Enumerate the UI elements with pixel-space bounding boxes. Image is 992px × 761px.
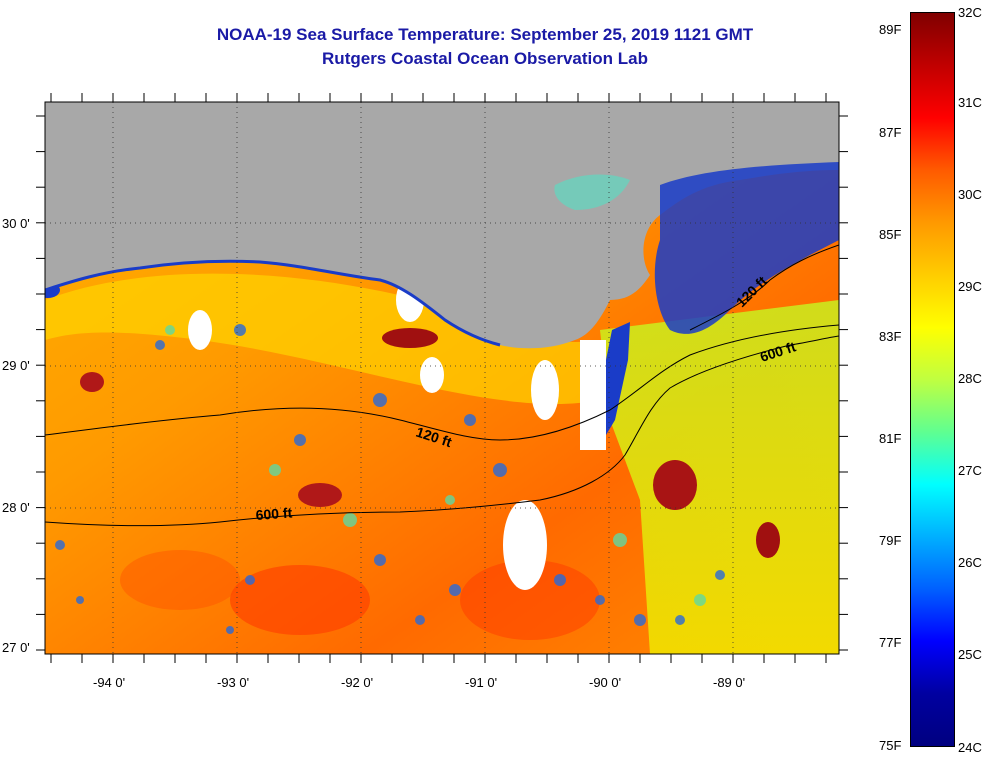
- hot-patch: [756, 522, 780, 558]
- y-axis-label: 29 0': [2, 358, 30, 373]
- marsh-cyan: [554, 174, 630, 210]
- y-axis-label: 28 0': [2, 500, 30, 515]
- colorbar-c-label: 24C: [958, 740, 982, 755]
- colorbar-f-label: 85F: [879, 227, 902, 242]
- y-axis-label: 27 0': [2, 640, 30, 655]
- colorbar-c-label: 32C: [958, 5, 982, 20]
- colorbar-f-label: 83F: [879, 329, 902, 344]
- cloud-patch: [420, 357, 444, 393]
- hot-patch: [230, 565, 370, 635]
- hot-patch: [653, 460, 697, 510]
- x-axis-label: -94 0': [93, 675, 126, 690]
- east-cool-water: [600, 300, 839, 654]
- y-axis-label: 30 0': [2, 216, 30, 231]
- isobath-120-ft-east: [689, 244, 839, 331]
- cloud-patch: [531, 360, 559, 420]
- colorbar-f-label: 77F: [879, 635, 902, 650]
- title-line-2: Rutgers Coastal Ocean Observation Lab: [322, 49, 648, 68]
- colorbar-f-label: 89F: [879, 22, 902, 37]
- graticule: [45, 102, 839, 654]
- hot-patch: [120, 550, 240, 610]
- hot-patch: [80, 372, 104, 392]
- colorbar-c-label: 28C: [958, 371, 982, 386]
- title-line-1: NOAA-19 Sea Surface Temperature: Septemb…: [216, 25, 754, 44]
- coastline: [45, 259, 501, 347]
- colorbar-c-label: 26C: [958, 555, 982, 570]
- colorbar-c-label: 30C: [958, 187, 982, 202]
- x-axis-label: -89 0': [713, 675, 746, 690]
- marsh-cold-band: [654, 162, 839, 334]
- map-frame: [44, 101, 840, 655]
- colorbar-f-label: 81F: [879, 431, 902, 446]
- isobath-label: 600 ft: [255, 504, 293, 523]
- cloud-patch: [580, 340, 606, 450]
- x-axis-label: -90 0': [589, 675, 622, 690]
- speckles: [55, 324, 725, 634]
- colorbar-c-label: 25C: [958, 647, 982, 662]
- colorbar-f-label: 87F: [879, 125, 902, 140]
- x-axis-label: -93 0': [217, 675, 250, 690]
- hot-patch: [382, 328, 438, 348]
- tick-marks: [36, 93, 848, 663]
- colorbar: [910, 12, 955, 747]
- colorbar-c-label: 31C: [958, 95, 982, 110]
- cloud-patch: [503, 500, 547, 590]
- colorbar-f-label: 75F: [879, 738, 902, 753]
- cloud-patch: [188, 310, 212, 350]
- colorbar-c-label: 27C: [958, 463, 982, 478]
- nearshore-band: [45, 273, 600, 405]
- hot-patch: [298, 483, 342, 507]
- colorbar-f-label: 79F: [879, 533, 902, 548]
- x-axis-label: -92 0': [341, 675, 374, 690]
- x-axis-label: -91 0': [465, 675, 498, 690]
- colorbar-c-label: 29C: [958, 279, 982, 294]
- isobath-600-ft: [45, 335, 839, 527]
- speckles-teal: [165, 325, 706, 606]
- isobath-120-ft: [45, 324, 839, 441]
- land-mass: [45, 102, 839, 349]
